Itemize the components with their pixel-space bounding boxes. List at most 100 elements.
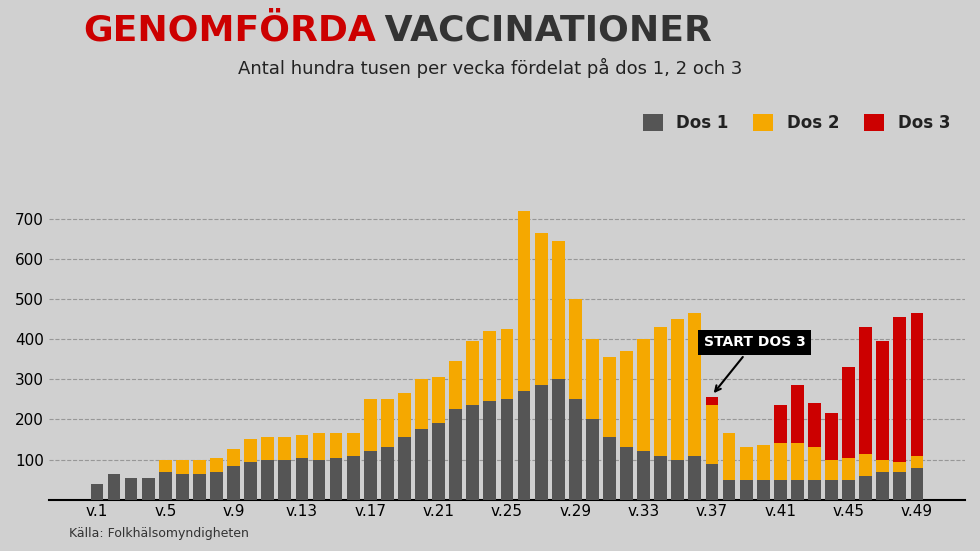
Bar bbox=[176, 473, 189, 500]
Bar bbox=[603, 437, 615, 500]
Bar bbox=[568, 299, 582, 399]
Bar bbox=[568, 399, 582, 500]
Bar bbox=[466, 341, 479, 406]
Bar bbox=[296, 457, 309, 500]
Bar bbox=[825, 413, 838, 460]
Bar bbox=[688, 456, 702, 500]
Bar bbox=[262, 437, 274, 460]
Bar bbox=[398, 393, 411, 437]
Bar bbox=[620, 351, 633, 447]
Bar bbox=[637, 339, 650, 451]
Bar bbox=[859, 453, 872, 476]
Bar bbox=[329, 457, 342, 500]
Bar bbox=[517, 211, 530, 391]
Bar bbox=[876, 341, 889, 460]
Bar bbox=[244, 462, 257, 500]
Bar bbox=[671, 319, 684, 460]
Bar bbox=[842, 368, 855, 457]
Bar bbox=[740, 447, 753, 479]
Bar bbox=[876, 460, 889, 472]
Bar bbox=[586, 419, 599, 500]
Bar bbox=[313, 434, 325, 460]
Bar bbox=[842, 479, 855, 500]
Bar bbox=[825, 479, 838, 500]
Bar bbox=[910, 468, 923, 500]
Bar bbox=[432, 377, 445, 423]
Bar bbox=[364, 451, 376, 500]
Bar bbox=[552, 241, 564, 379]
Bar bbox=[620, 447, 633, 500]
Bar bbox=[722, 479, 735, 500]
Bar bbox=[791, 444, 804, 479]
Bar bbox=[416, 379, 428, 429]
Bar bbox=[278, 460, 291, 500]
Bar bbox=[381, 399, 394, 447]
Bar bbox=[501, 329, 514, 399]
Bar bbox=[774, 406, 787, 444]
Bar bbox=[876, 472, 889, 500]
Bar bbox=[381, 447, 394, 500]
Bar bbox=[347, 456, 360, 500]
Bar bbox=[894, 317, 906, 462]
Bar bbox=[329, 434, 342, 457]
Bar bbox=[210, 457, 222, 472]
Bar bbox=[176, 460, 189, 473]
Bar bbox=[774, 444, 787, 479]
Bar bbox=[483, 331, 496, 401]
Bar bbox=[552, 379, 564, 500]
Bar bbox=[483, 401, 496, 500]
Bar bbox=[449, 409, 463, 500]
Bar bbox=[227, 450, 240, 466]
Text: GENOMFÖRDA: GENOMFÖRDA bbox=[83, 14, 376, 48]
Bar bbox=[159, 460, 171, 472]
Bar bbox=[671, 460, 684, 500]
Bar bbox=[159, 472, 171, 500]
Bar bbox=[124, 478, 137, 500]
Bar bbox=[227, 466, 240, 500]
Bar bbox=[449, 361, 463, 409]
Bar bbox=[774, 479, 787, 500]
Bar bbox=[894, 472, 906, 500]
Text: START DOS 3: START DOS 3 bbox=[704, 335, 806, 391]
Bar bbox=[722, 434, 735, 479]
Bar bbox=[808, 447, 821, 479]
Bar bbox=[535, 385, 548, 500]
Bar bbox=[655, 327, 667, 456]
Bar bbox=[910, 313, 923, 456]
Bar bbox=[210, 472, 222, 500]
Bar bbox=[859, 327, 872, 453]
Bar bbox=[398, 437, 411, 500]
Legend: Dos 1, Dos 2, Dos 3: Dos 1, Dos 2, Dos 3 bbox=[636, 107, 956, 138]
Bar bbox=[910, 456, 923, 468]
Bar bbox=[364, 399, 376, 451]
Bar bbox=[501, 399, 514, 500]
Bar bbox=[637, 451, 650, 500]
Bar bbox=[706, 463, 718, 500]
Bar bbox=[466, 406, 479, 500]
Bar bbox=[791, 385, 804, 444]
Bar bbox=[757, 445, 769, 479]
Bar bbox=[808, 479, 821, 500]
Text: VACCINATIONER: VACCINATIONER bbox=[372, 14, 712, 48]
Bar bbox=[655, 456, 667, 500]
Bar bbox=[347, 434, 360, 456]
Bar bbox=[757, 479, 769, 500]
Bar bbox=[842, 457, 855, 479]
Bar bbox=[688, 313, 702, 456]
Bar bbox=[432, 423, 445, 500]
Bar bbox=[706, 397, 718, 406]
Bar bbox=[535, 233, 548, 385]
Bar bbox=[859, 476, 872, 500]
Bar bbox=[90, 484, 103, 500]
Text: Antal hundra tusen per vecka fördelat på dos 1, 2 och 3: Antal hundra tusen per vecka fördelat på… bbox=[238, 58, 742, 78]
Bar bbox=[108, 473, 121, 500]
Bar bbox=[808, 403, 821, 447]
Bar bbox=[278, 437, 291, 460]
Bar bbox=[262, 460, 274, 500]
Bar bbox=[313, 460, 325, 500]
Bar bbox=[193, 473, 206, 500]
Bar bbox=[894, 462, 906, 472]
Bar bbox=[791, 479, 804, 500]
Bar bbox=[416, 429, 428, 500]
Bar bbox=[244, 440, 257, 462]
